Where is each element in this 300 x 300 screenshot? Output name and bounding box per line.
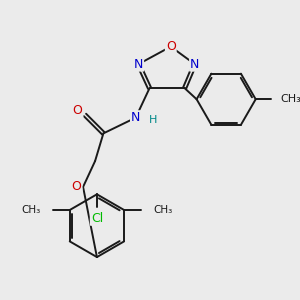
Text: H: H [148,115,157,124]
Text: O: O [166,40,176,53]
Text: N: N [190,58,200,71]
Text: CH₃: CH₃ [154,205,173,215]
Text: CH₃: CH₃ [280,94,300,104]
Text: N: N [134,58,143,71]
Text: CH₃: CH₃ [21,205,40,215]
Text: O: O [72,180,82,194]
Text: O: O [73,104,82,117]
Text: N: N [131,111,140,124]
Text: Cl: Cl [91,212,103,225]
